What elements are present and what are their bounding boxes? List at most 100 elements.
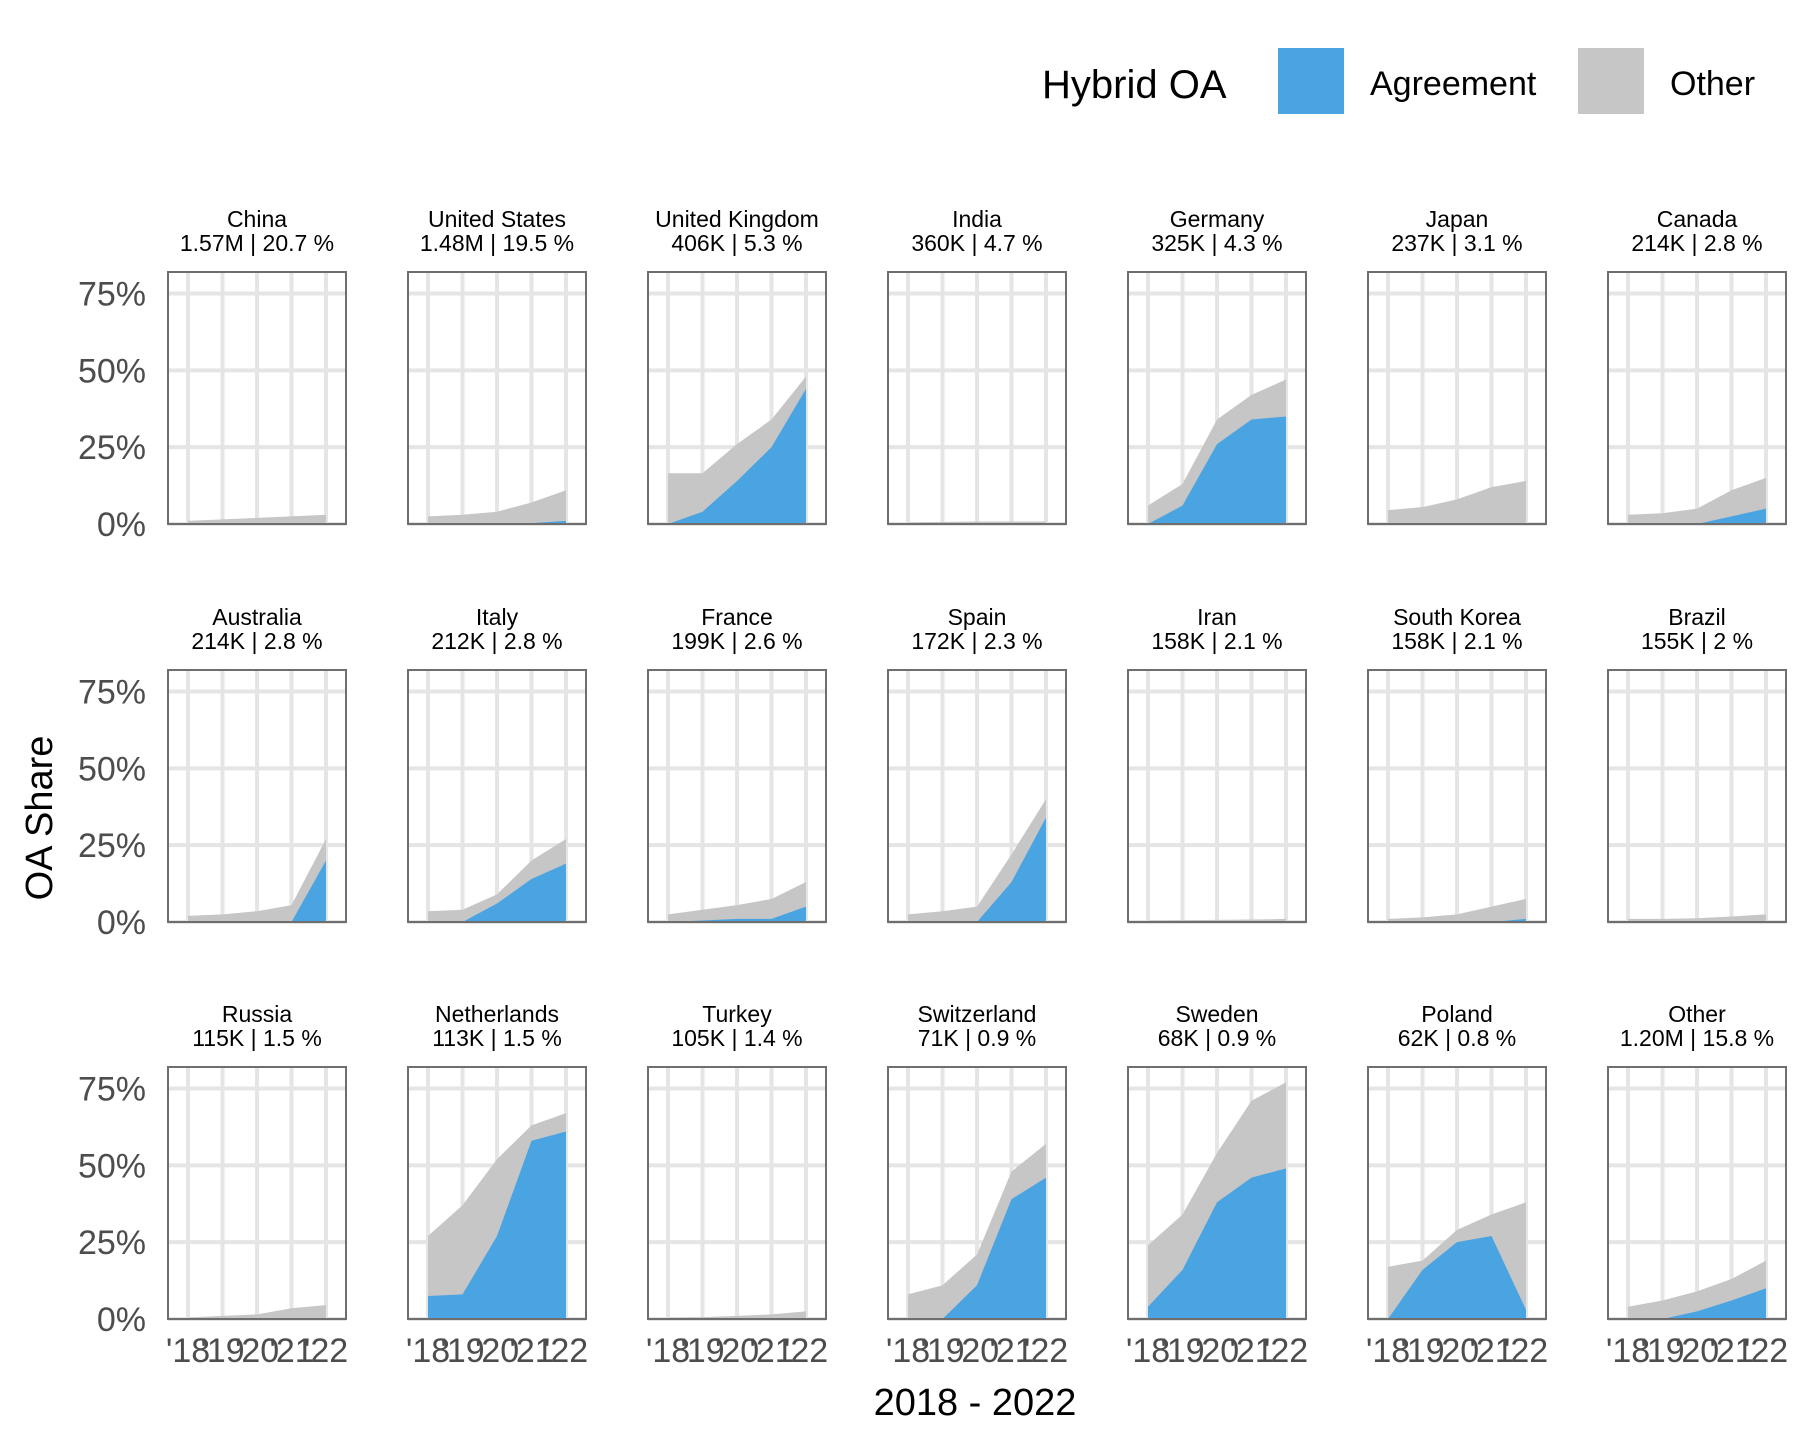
x-tick-label: '20 [955,1332,999,1370]
panel-border [1127,1066,1307,1320]
panel-title: Spain [948,604,1007,630]
x-tick-label: '21 [749,1332,793,1370]
panel-border [1127,669,1307,923]
x-tick-label: '21 [1709,1332,1753,1370]
x-tick-label: '18 [1126,1332,1170,1370]
panel-subtitle: 155K | 2 % [1641,628,1753,654]
x-tick-label: '18 [886,1332,930,1370]
x-tick-label: '22 [1264,1332,1308,1370]
panel-subtitle: 105K | 1.4 % [671,1025,802,1051]
panel-title: South Korea [1393,604,1521,630]
other-area [668,882,806,922]
panel-subtitle: 360K | 4.7 % [911,230,1042,256]
x-tick-label: '20 [235,1332,279,1370]
x-tick-label: '19 [680,1332,724,1370]
panel-title: France [701,604,773,630]
panel-border [407,271,587,525]
panel-border [647,669,827,923]
x-tick-label: '19 [920,1332,964,1370]
x-tick-label: '21 [269,1332,313,1370]
agreement-area [1388,1236,1526,1319]
panel-border [1367,669,1547,923]
panel-title: United States [428,206,566,232]
panel-title: Canada [1657,206,1738,232]
panel-title: Brazil [1668,604,1726,630]
other-area [188,514,326,524]
panel-border [1367,271,1547,525]
other-area [1388,898,1526,922]
panel-title: Switzerland [918,1001,1037,1027]
panel-subtitle: 172K | 2.3 % [911,628,1042,654]
panel-border [407,669,587,923]
panel-subtitle: 1.20M | 15.8 % [1620,1025,1774,1051]
panel-title: Iran [1197,604,1237,630]
other-area [1628,477,1766,524]
panel-border [647,271,827,525]
other-area [188,1305,326,1319]
agreement-area [188,860,326,922]
agreement-area [908,817,1046,922]
agreement-area [668,388,806,524]
agreement-area [668,906,806,922]
panel-border [167,271,347,525]
agreement-area [1148,416,1286,524]
panel-subtitle: 237K | 3.1 % [1391,230,1522,256]
x-tick-label: '19 [1640,1332,1684,1370]
panel-title: China [227,206,287,232]
panel-border [887,271,1067,525]
panel-title: Netherlands [435,1001,559,1027]
other-area [1388,480,1526,524]
panel-title: Italy [476,604,519,630]
legend-swatch-other [1578,48,1644,114]
panel-subtitle: 158K | 2.1 % [1391,628,1522,654]
legend-label-agreement: Agreement [1370,65,1537,103]
y-tick-label: 0% [97,506,146,544]
x-tick-label: '21 [509,1332,553,1370]
panel-title: United Kingdom [655,206,819,232]
x-tick-label: '22 [544,1332,588,1370]
x-tick-label: '19 [1160,1332,1204,1370]
legend-title: Hybrid OA [1042,63,1227,107]
y-tick-label: 50% [78,750,146,788]
panel-subtitle: 214K | 2.8 % [1631,230,1762,256]
x-tick-label: '18 [646,1332,690,1370]
x-tick-label: '22 [784,1332,828,1370]
panel-border [1607,669,1787,923]
y-tick-label: 25% [78,429,146,467]
panel-border [1367,1066,1547,1320]
agreement-area [1628,1288,1766,1319]
panel-border [1607,1066,1787,1320]
x-tick-label: '18 [166,1332,210,1370]
x-tick-label: '18 [1366,1332,1410,1370]
x-tick-label: '22 [1744,1332,1788,1370]
x-tick-label: '20 [1195,1332,1239,1370]
x-tick-label: '22 [1024,1332,1068,1370]
legend-label-other: Other [1670,65,1755,103]
panel-title: Sweden [1175,1001,1258,1027]
x-tick-label: '18 [406,1332,450,1370]
x-tick-label: '21 [1229,1332,1273,1370]
x-axis-title: 2018 - 2022 [874,1382,1077,1424]
x-tick-label: '20 [715,1332,759,1370]
x-tick-label: '20 [475,1332,519,1370]
panel-title: India [952,206,1002,232]
agreement-area [1628,508,1766,524]
